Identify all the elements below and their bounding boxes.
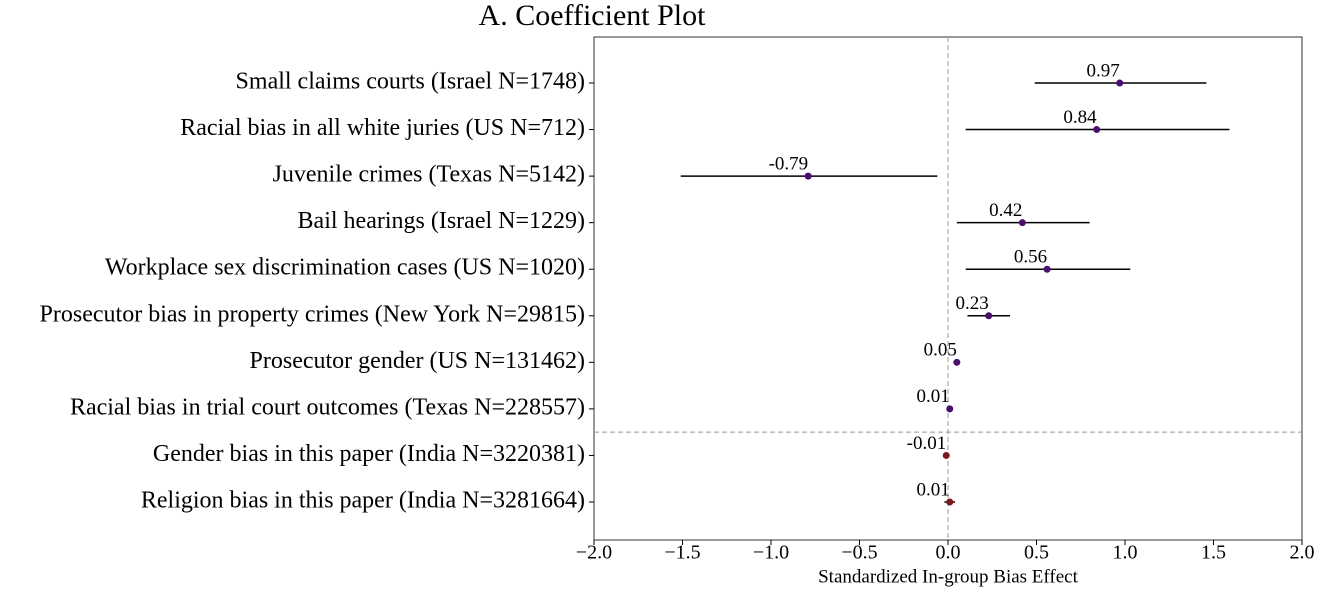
- x-tick-label: 0.0: [936, 542, 961, 564]
- y-tick-label: Prosecutor gender (US N=131462): [250, 348, 585, 374]
- point: [985, 312, 993, 320]
- value-label: 0.05: [924, 340, 957, 361]
- y-tick-label: Racial bias in all white juries (US N=71…: [180, 115, 585, 141]
- chart-title: A. Coefficient Plot: [479, 0, 707, 32]
- point: [946, 498, 954, 506]
- point: [1093, 126, 1101, 134]
- point: [1116, 79, 1124, 87]
- y-tick-label: Prosecutor bias in property crimes (New …: [40, 301, 585, 327]
- value-label: 0.97: [1086, 60, 1119, 81]
- y-tick-label: Small claims courts (Israel N=1748): [236, 69, 585, 95]
- y-tick-label: Racial bias in trial court outcomes (Tex…: [70, 394, 585, 420]
- point: [942, 451, 950, 459]
- value-label: 0.56: [1014, 247, 1047, 268]
- point: [1018, 219, 1026, 227]
- y-tick-label: Gender bias in this paper (India N=32203…: [153, 441, 585, 467]
- x-tick-label: −1.0: [753, 542, 789, 564]
- x-tick-label: 2.0: [1290, 542, 1315, 564]
- x-tick-label: 1.0: [1113, 542, 1138, 564]
- x-tick-label: −0.5: [841, 542, 877, 564]
- x-axis-label: Standardized In-group Bias Effect: [818, 566, 1078, 587]
- x-tick-label: 1.5: [1201, 542, 1226, 564]
- value-label: 0.84: [1063, 107, 1097, 128]
- value-label: 0.01: [917, 386, 950, 407]
- value-label: 0.42: [989, 200, 1022, 221]
- x-tick-label: 0.5: [1024, 542, 1049, 564]
- point: [1043, 265, 1051, 273]
- y-tick-label: Bail hearings (Israel N=1229): [298, 208, 585, 234]
- point: [804, 172, 812, 180]
- x-tick-label: −2.0: [576, 542, 612, 564]
- value-label: -0.01: [907, 433, 947, 454]
- y-tick-label: Religion bias in this paper (India N=328…: [141, 488, 585, 514]
- x-tick-label: −1.5: [664, 542, 700, 564]
- point: [953, 358, 961, 366]
- value-label: -0.79: [769, 153, 809, 174]
- value-label: 0.01: [917, 479, 950, 500]
- point: [946, 405, 954, 413]
- y-tick-label: Workplace sex discrimination cases (US N…: [105, 255, 585, 281]
- value-label: 0.23: [955, 293, 988, 314]
- y-tick-label: Juvenile crimes (Texas N=5142): [273, 162, 585, 188]
